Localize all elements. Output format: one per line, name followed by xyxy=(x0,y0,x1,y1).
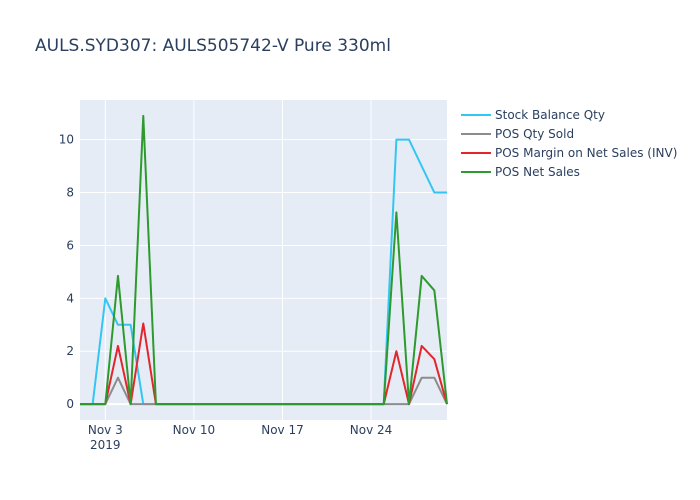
x-tick-label: Nov 17 xyxy=(261,423,304,437)
x-tick-label: Nov 3 xyxy=(88,423,123,437)
y-tick-label: 2 xyxy=(66,344,74,358)
x-tick-sublabel: 2019 xyxy=(90,438,121,452)
y-axis: 0 2 4 6 8 10 xyxy=(59,133,74,411)
legend: Stock Balance Qty POS Qty Sold POS Margin … xyxy=(461,108,677,179)
legend-entry: POS Qty Sold xyxy=(495,127,574,141)
y-tick-label: 8 xyxy=(66,186,74,200)
legend-entry: Stock Balance Qty xyxy=(495,108,605,122)
x-tick-label: Nov 10 xyxy=(173,423,216,437)
chart-title: AULS.SYD307: AULS505742-V Pure 330ml xyxy=(35,36,391,56)
legend-entry: POS Net Sales xyxy=(495,165,580,179)
series-lines xyxy=(80,114,448,406)
y-tick-label: 0 xyxy=(66,397,74,411)
y-tick-label: 10 xyxy=(59,133,74,147)
x-tick-label: Nov 24 xyxy=(350,423,393,437)
series-line-3 xyxy=(80,114,448,406)
legend-entry: POS Margin on Net Sales (INV) xyxy=(495,146,677,160)
y-tick-label: 6 xyxy=(66,238,74,252)
y-tick-label: 4 xyxy=(66,291,74,305)
